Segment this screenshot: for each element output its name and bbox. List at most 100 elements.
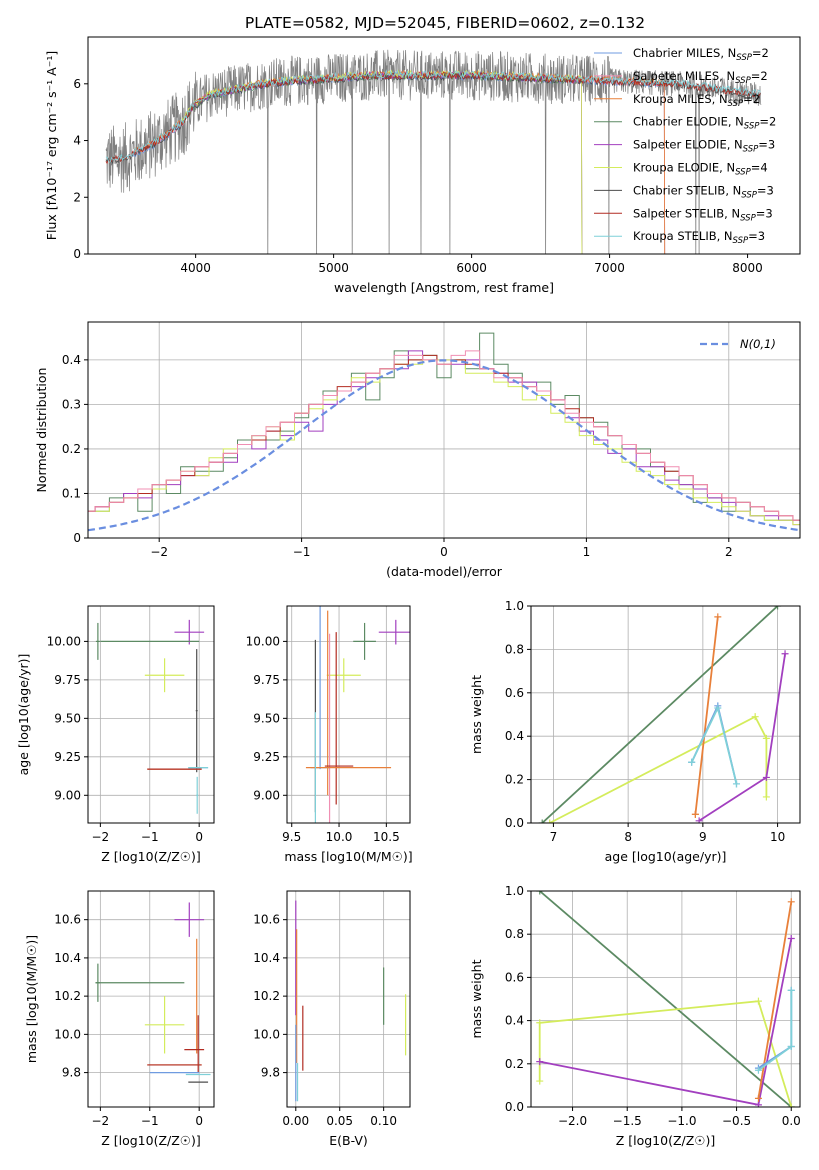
x-tick-label: 0 bbox=[440, 545, 448, 559]
y-tick-label: 9.50 bbox=[54, 711, 81, 725]
axes-frame bbox=[530, 605, 801, 824]
weight-marker bbox=[774, 606, 782, 610]
y-tick-label: 10.0 bbox=[54, 1027, 81, 1041]
y-tick-label: 6 bbox=[73, 77, 81, 91]
y-tick-label: 1.0 bbox=[505, 599, 524, 613]
plot-area bbox=[88, 891, 214, 1107]
errorbar-point bbox=[144, 996, 185, 1054]
y-tick-label: 0.4 bbox=[505, 1014, 524, 1028]
y-tick-label: 10.6 bbox=[253, 913, 280, 927]
weight-marker bbox=[787, 935, 795, 943]
y-tick-label: 0.0 bbox=[505, 1100, 524, 1114]
y-tick-label: 10.2 bbox=[253, 989, 280, 1003]
y-tick-label: 9.25 bbox=[54, 750, 81, 764]
panel-mass_weight_vs_age: 7 8 9 10 0.0 0.2 0.4 0.6 0.8 1.0 age [log10(age/yr… bbox=[469, 599, 801, 864]
legend-entry: Kroupa ELODIE, NSSP=4 bbox=[633, 161, 768, 178]
model-spectrum-salpeter_elodie bbox=[181, 70, 583, 254]
x-tick-label: 0.0 bbox=[782, 1114, 801, 1128]
x-tick-label: 1 bbox=[583, 545, 591, 559]
errorbar-point bbox=[95, 622, 100, 660]
x-tick-label: −2 bbox=[150, 545, 168, 559]
x-tick-label: −2 bbox=[92, 830, 110, 844]
histogram-step-salpeter_miles bbox=[88, 350, 800, 521]
x-tick-label: −1 bbox=[293, 545, 311, 559]
axes-frame bbox=[87, 36, 801, 255]
y-tick-label: 0.1 bbox=[62, 486, 81, 500]
x-tick-label: 10 bbox=[770, 830, 785, 844]
weight-marker bbox=[536, 1019, 544, 1027]
legend-entry: Kroupa STELIB, NSSP=3 bbox=[633, 229, 765, 246]
x-axis-label: age [log10(age/yr)] bbox=[605, 849, 727, 864]
axes-frame bbox=[286, 605, 411, 824]
y-tick-label: 9.50 bbox=[253, 711, 280, 725]
y-axis-label: mass weight bbox=[469, 675, 484, 754]
x-tick-label: 10.0 bbox=[326, 830, 353, 844]
histogram-legend: N(0,1) bbox=[700, 337, 776, 351]
panel-spectrum: 4000 5000 6000 7000 8000 0 2 4 6 wavelength [Angs… bbox=[44, 36, 801, 295]
legend-entry: Chabrier STELIB, NSSP=3 bbox=[633, 183, 774, 200]
y-tick-label: 0.4 bbox=[62, 353, 81, 367]
weight-marker bbox=[781, 650, 789, 658]
x-axis-label: Z [log10(Z/Z☉)] bbox=[101, 1133, 201, 1148]
y-tick-label: 9.75 bbox=[54, 673, 81, 687]
weight-marker bbox=[762, 734, 770, 742]
x-tick-label: 9 bbox=[699, 830, 707, 844]
errorbar-point bbox=[378, 619, 410, 645]
errorbar-point bbox=[196, 776, 199, 814]
x-axis-label: Z [log10(Z/Z☉)] bbox=[101, 849, 201, 864]
panel-age_vs_mass: 9.5 10.0 10.5 9.00 9.25 9.50 9.75 10.00 mass [lo… bbox=[246, 605, 413, 864]
legend-entry: Salpeter MILES, NSSP=2 bbox=[633, 69, 768, 86]
y-tick-label: 9.8 bbox=[62, 1066, 81, 1080]
weight-marker bbox=[754, 1094, 762, 1102]
y-tick-label: 0.0 bbox=[505, 816, 524, 830]
legend-entry: Chabrier MILES, NSSP=2 bbox=[633, 46, 769, 63]
x-tick-label: 0.10 bbox=[370, 1114, 397, 1128]
errorbar-point bbox=[174, 619, 205, 645]
y-tick-label: 9.75 bbox=[253, 673, 280, 687]
y-tick-label: 0.2 bbox=[505, 773, 524, 787]
y-tick-label: 10.0 bbox=[253, 1027, 280, 1041]
axes-frame bbox=[286, 890, 411, 1108]
x-tick-label: 10.5 bbox=[373, 830, 400, 844]
weight-marker bbox=[688, 758, 696, 766]
weight-marker bbox=[536, 1058, 544, 1066]
weight-line-kroupa_elodie bbox=[549, 715, 768, 823]
plot-area bbox=[287, 606, 410, 823]
weight-marker bbox=[546, 819, 554, 823]
plot-area bbox=[531, 606, 800, 823]
y-tick-label: 0 bbox=[73, 531, 81, 545]
errorbar-point bbox=[174, 902, 205, 937]
y-axis-label: mass weight bbox=[469, 959, 484, 1038]
plot-area bbox=[105, 49, 762, 254]
x-axis-label: E(B-V) bbox=[329, 1133, 368, 1148]
y-tick-label: 10.00 bbox=[246, 634, 280, 648]
x-axis-label: Z [log10(Z/Z☉)] bbox=[616, 1133, 716, 1148]
x-axis-label: (data-model)/error bbox=[386, 564, 503, 579]
errorbar-point bbox=[353, 622, 376, 660]
plot-area bbox=[88, 322, 800, 538]
x-tick-label: 8000 bbox=[732, 261, 763, 275]
y-tick-label: 4 bbox=[73, 134, 81, 148]
y-tick-label: 10.6 bbox=[54, 913, 81, 927]
y-tick-label: 10.4 bbox=[253, 951, 280, 965]
panel-mass_vs_ebv: 0.00 0.05 0.10 9.8 10.0 10.2 10.4 10.6 E(B-V) bbox=[253, 890, 411, 1148]
x-tick-label: 8 bbox=[624, 830, 632, 844]
model-spectrum-kroupa_elodie bbox=[181, 69, 583, 254]
figure-title: PLATE=0582, MJD=52045, FIBERID=0602, z=0… bbox=[245, 14, 645, 32]
panel-mass_weight_vs_Z: −2.0 −1.5 −1.0 −0.5 0.0 0.0 0.2 0.4 0.6 0.8 1.0 Z [… bbox=[469, 884, 801, 1148]
legend-entry: Salpeter ELODIE, NSSP=3 bbox=[633, 138, 775, 155]
x-tick-label: 4000 bbox=[180, 261, 211, 275]
x-tick-label: −1.5 bbox=[613, 1114, 642, 1128]
y-tick-label: 0.8 bbox=[505, 642, 524, 656]
weight-marker bbox=[691, 810, 699, 818]
x-tick-label: −1 bbox=[141, 830, 159, 844]
y-tick-label: 0.4 bbox=[505, 729, 524, 743]
y-tick-label: 9.8 bbox=[261, 1066, 280, 1080]
x-tick-label: 0.05 bbox=[326, 1114, 353, 1128]
legend-entry: Salpeter STELIB, NSSP=3 bbox=[633, 206, 773, 223]
x-tick-label: −2 bbox=[92, 1114, 110, 1128]
x-tick-label: 0 bbox=[195, 1114, 203, 1128]
x-tick-label: −2.0 bbox=[558, 1114, 587, 1128]
model-spectrum-chabrier_elodie bbox=[181, 71, 583, 254]
x-tick-label: 7 bbox=[550, 830, 558, 844]
